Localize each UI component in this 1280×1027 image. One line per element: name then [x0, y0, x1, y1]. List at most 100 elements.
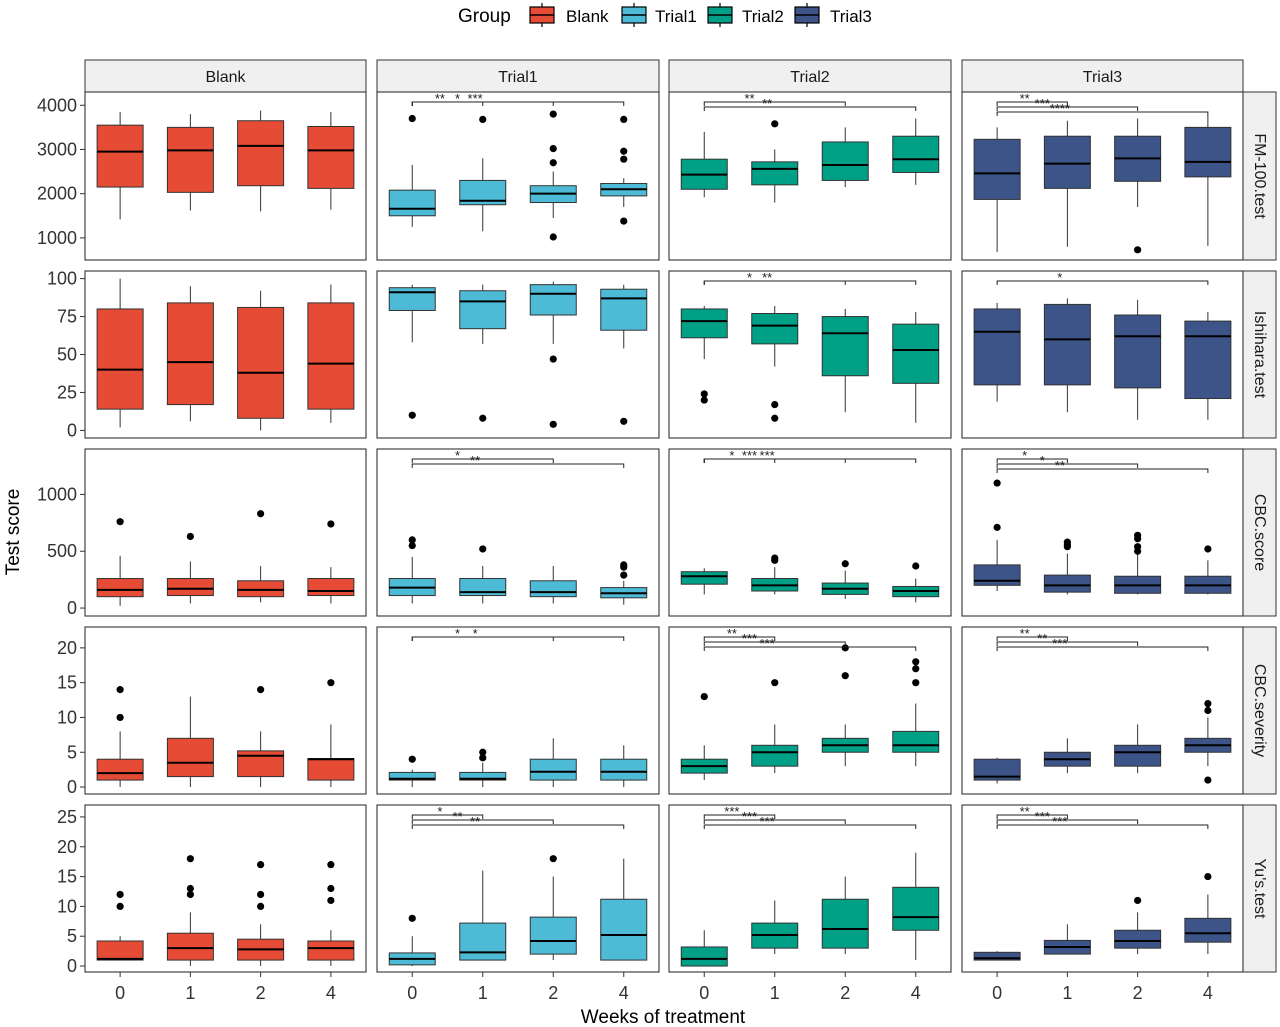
outlier-point: [257, 890, 265, 899]
outlier-point: [771, 414, 779, 422]
box-iqr: [529, 758, 577, 781]
bracket-line: [996, 819, 1139, 824]
strip-background: [84, 59, 367, 93]
bracket-line: [703, 636, 776, 641]
outlier-point: [912, 658, 920, 666]
box: [892, 311, 940, 423]
box: [529, 738, 577, 788]
box: [96, 111, 144, 220]
box: [600, 284, 648, 425]
bracket-line: [411, 819, 554, 824]
outlier-point: [186, 532, 194, 541]
strip-background: [376, 59, 660, 93]
outlier-point: [408, 755, 416, 763]
outlier-point: [620, 217, 628, 225]
box: [529, 110, 577, 241]
box-iqr: [388, 287, 436, 311]
bracket-line: [996, 468, 1209, 473]
box-iqr: [96, 758, 144, 781]
outlier-point: [186, 855, 194, 863]
y-tick-label: 5: [67, 742, 77, 762]
bracket-line: [703, 819, 846, 824]
bracket-line: [996, 111, 1209, 116]
box: [680, 692, 728, 781]
box-iqr: [529, 580, 577, 598]
significance-label: **: [470, 814, 480, 829]
bracket-line: [996, 106, 1139, 111]
box: [96, 278, 144, 428]
box: [1043, 298, 1091, 413]
significance-label: *: [455, 91, 460, 106]
significance-bracket: ***: [703, 809, 846, 824]
significance-label: ***: [742, 448, 757, 463]
box: [1184, 699, 1232, 784]
outlier-point: [479, 754, 487, 762]
significance-bracket: *: [996, 448, 1068, 463]
box: [388, 114, 436, 227]
outlier-point: [479, 545, 487, 553]
outlier-point: [771, 554, 779, 562]
strip-background: [1242, 804, 1277, 973]
box: [529, 566, 577, 604]
box: [166, 855, 214, 967]
panel-blank: [84, 448, 367, 617]
significance-label: **: [762, 96, 772, 111]
significance-bracket: ***: [996, 809, 1139, 824]
legend-entry-trial2: Trial2: [707, 3, 784, 27]
panel-trial3: ** *** ****: [961, 91, 1244, 261]
panel-blank: [84, 91, 367, 261]
bracket-line: [996, 101, 1068, 106]
box: [307, 111, 355, 210]
outlier-point: [327, 884, 335, 893]
box-iqr: [892, 886, 940, 931]
box: [680, 930, 728, 967]
significance-label: *: [473, 626, 478, 641]
box-iqr: [166, 302, 214, 406]
box: [892, 118, 940, 185]
bracket-line: [996, 824, 1209, 829]
box-iqr: [237, 750, 285, 778]
panel-trial1: * *: [376, 626, 660, 795]
outlier-point: [549, 233, 557, 241]
box: [529, 855, 577, 961]
y-tick-label: 50: [57, 345, 77, 365]
x-tick-label: 4: [326, 983, 336, 1003]
bracket-line: [411, 463, 625, 468]
box: [1114, 299, 1162, 420]
box: [973, 757, 1021, 784]
outlier-point: [257, 510, 265, 518]
box: [973, 302, 1021, 402]
significance-label: ***: [742, 631, 757, 646]
significance-bracket: *: [411, 626, 625, 641]
box: [166, 532, 214, 604]
box: [821, 876, 869, 955]
column-strip-blank: Blank: [84, 59, 367, 93]
y-tick-label: 1000: [37, 228, 77, 248]
y-axis-title: Test score: [3, 489, 24, 576]
outlier-point: [549, 855, 557, 863]
outlier-point: [771, 679, 779, 687]
box: [821, 644, 869, 767]
significance-bracket: **: [411, 809, 554, 824]
box-iqr: [680, 308, 728, 339]
box: [680, 568, 728, 595]
box-iqr: [751, 313, 799, 345]
outlier-point: [186, 890, 194, 899]
box-iqr: [821, 316, 869, 377]
significance-label: **: [744, 91, 754, 106]
significance-label: *: [729, 448, 734, 463]
x-tick-label: 0: [115, 983, 125, 1003]
panel-trial1: ** * ***: [376, 91, 660, 261]
box-iqr: [973, 564, 1021, 586]
strip-background: [1242, 448, 1277, 617]
row-strip: CBC.severity: [1242, 626, 1277, 795]
y-tick-label: 20: [57, 638, 77, 658]
box: [388, 914, 436, 967]
y-tick-label: 75: [57, 307, 77, 327]
column-strip-trial3: Trial3: [961, 59, 1244, 93]
box: [1043, 924, 1091, 955]
outlier-point: [549, 144, 557, 153]
outlier-point: [479, 115, 487, 124]
outlier-point: [116, 713, 124, 722]
significance-label: *: [1022, 448, 1027, 463]
